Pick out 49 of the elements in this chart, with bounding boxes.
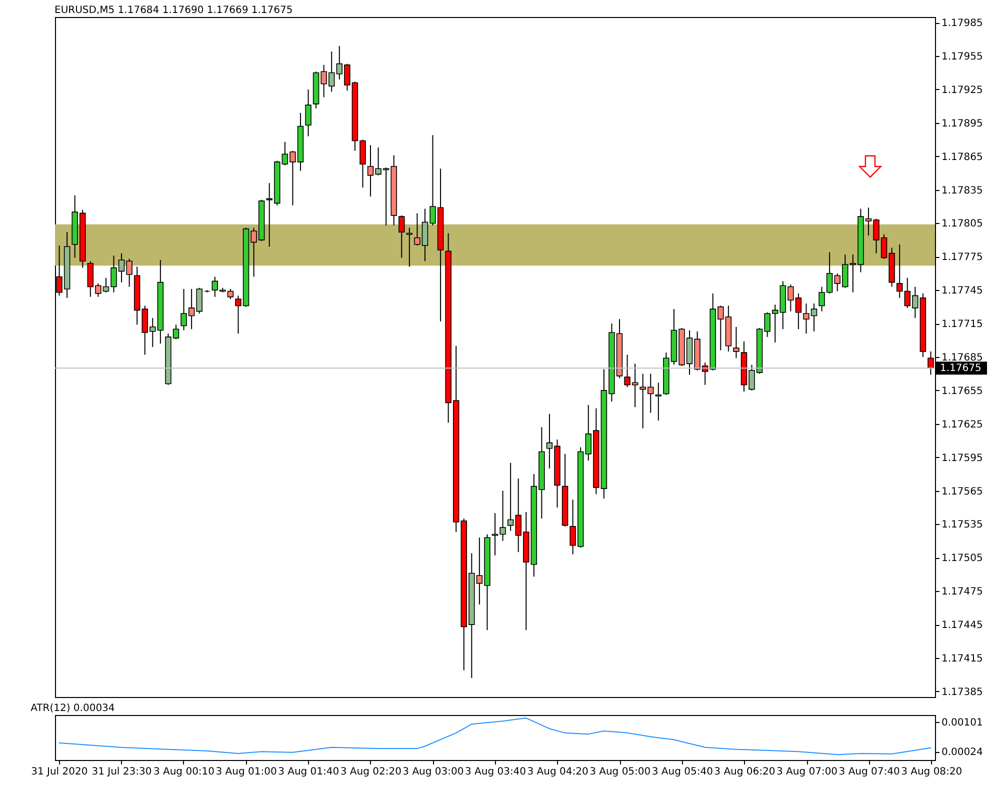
y-tick-label: 0.00101 <box>942 718 983 729</box>
x-tick-label: 31 Jul 2020 <box>31 766 88 778</box>
y-tick-label: 1.17715 <box>942 319 983 330</box>
candlestick <box>733 326 740 359</box>
x-tick-label: 3 Aug 01:40 <box>278 766 340 778</box>
x-tick-label: 3 Aug 03:00 <box>402 766 464 778</box>
candlestick <box>928 350 934 376</box>
chart-title: ATR(12) 0.00034 <box>30 703 115 714</box>
y-tick-label: 1.17415 <box>942 653 983 664</box>
y-tick-label: 1.17835 <box>942 185 983 196</box>
x-tick-label: 31 Jul 23:30 <box>92 766 152 778</box>
x-tick-label: 3 Aug 03:40 <box>464 766 526 778</box>
y-tick-label: 1.17685 <box>942 352 983 364</box>
y-tick-label: 1.17535 <box>942 520 983 531</box>
line-series <box>58 718 932 756</box>
x-tick-label: 3 Aug 05:00 <box>590 766 651 778</box>
y-tick-label: 1.17385 <box>942 686 983 698</box>
y-tick-label: 1.17775 <box>942 252 983 264</box>
x-tick-label: 3 Aug 07:00 <box>776 766 838 778</box>
candlestick <box>406 227 413 268</box>
y-tick-label: 1.17445 <box>942 620 983 632</box>
y-tick-label: 1.17865 <box>942 152 983 163</box>
y-tick-label: 1.17565 <box>942 486 983 498</box>
y-tick-label: 1.17655 <box>942 386 983 397</box>
y-tick-label: 1.17625 <box>942 419 983 430</box>
y-tick-label: 1.17505 <box>942 553 983 564</box>
candlestick <box>398 214 405 258</box>
y-tick-label: 1.17595 <box>942 452 983 464</box>
ref-line-label: 1.17675 <box>940 363 982 374</box>
x-tick-label: 3 Aug 02:20 <box>340 766 402 778</box>
x-tick-label: 3 Aug 05:40 <box>652 766 713 778</box>
x-tick-label: 3 Aug 00:10 <box>153 766 215 778</box>
y-tick-label: 1.17745 <box>942 286 983 297</box>
x-tick-label: 3 Aug 06:20 <box>714 766 776 778</box>
y-tick-label: 1.17805 <box>942 218 983 230</box>
candlestick <box>655 382 662 422</box>
candlestick <box>305 88 312 137</box>
x-tick-label: 3 Aug 01:00 <box>216 766 277 778</box>
candlestick <box>896 244 903 298</box>
y-tick-label: 1.17925 <box>942 84 983 96</box>
x-tick-label: 3 Aug 08:20 <box>901 766 962 778</box>
x-tick-label: 3 Aug 07:40 <box>838 766 900 778</box>
x-tick-label: 3 Aug 04:20 <box>527 766 588 778</box>
y-tick-label: 1.17895 <box>942 118 983 130</box>
y-tick-label: 1.17955 <box>942 52 983 63</box>
y-tick-label: 1.17985 <box>942 18 983 30</box>
y-tick-label: 0.00024 <box>942 747 983 758</box>
chart-title: EURUSD,M5 1.17684 1.17690 1.17669 1.17675 <box>54 5 293 16</box>
y-tick-label: 1.17475 <box>942 586 983 598</box>
